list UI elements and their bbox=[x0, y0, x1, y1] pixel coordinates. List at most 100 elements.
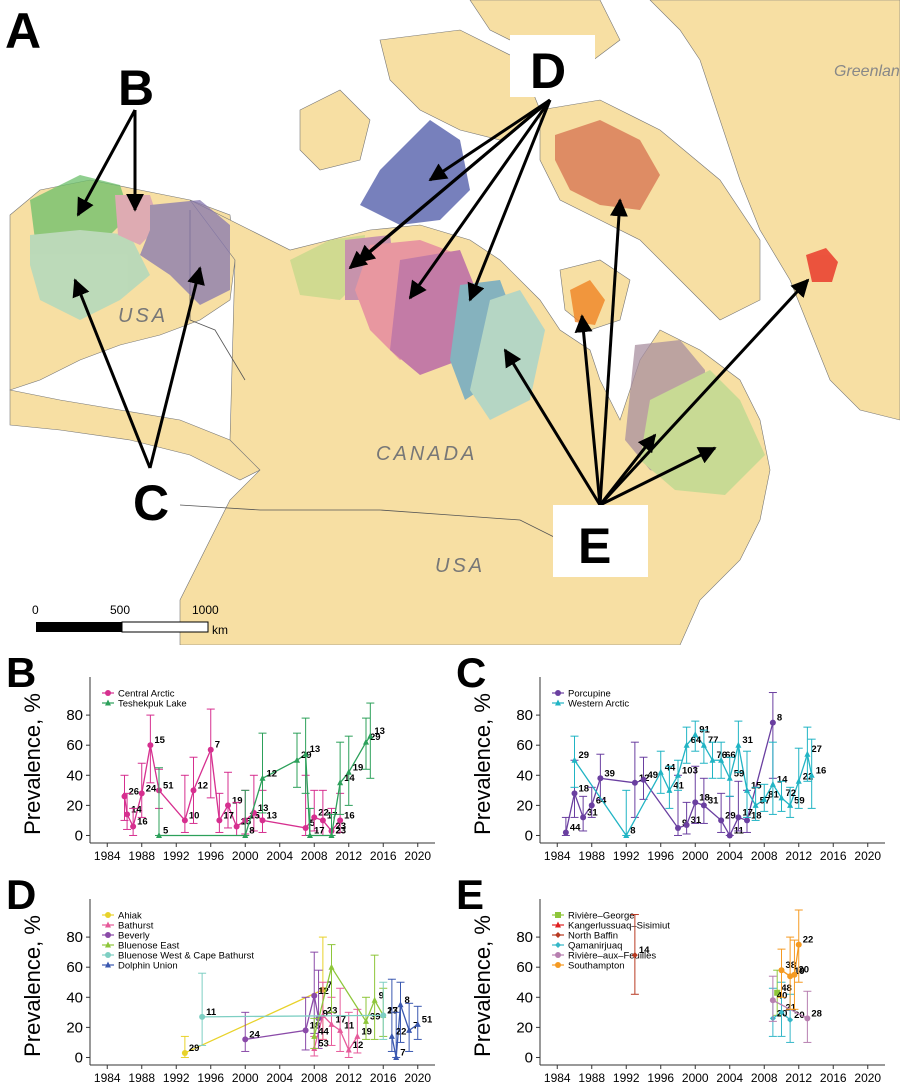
sample-size-label: 20 bbox=[798, 965, 809, 976]
series-beverly: 24 18 12 9 bbox=[241, 951, 329, 1052]
data-point bbox=[692, 799, 699, 806]
sample-size-label: 77 bbox=[708, 735, 719, 746]
sample-size-label: 11 bbox=[206, 1007, 217, 1018]
svg-text:km: km bbox=[212, 623, 228, 637]
chart-panel-b: B 0 20 40 60 80 1984 1988 1992 1996 2000 2004 2008 20… bbox=[6, 649, 435, 863]
sample-size-label: 72 bbox=[786, 788, 797, 799]
series-rivi-re-aux-feuilles: 40 28 bbox=[768, 975, 822, 1043]
sample-size-label: 12 bbox=[318, 986, 329, 997]
data-point bbox=[345, 1046, 352, 1053]
data-point bbox=[795, 777, 802, 784]
sample-size-label: 31 bbox=[587, 807, 598, 818]
sample-size-label: 53 bbox=[318, 1038, 329, 1049]
sample-size-label: 7 bbox=[215, 740, 220, 751]
data-point bbox=[233, 823, 240, 830]
data-point bbox=[190, 787, 197, 794]
data-point bbox=[752, 801, 759, 808]
sample-size-label: 16 bbox=[344, 810, 355, 821]
sample-size-label: 22 bbox=[803, 935, 814, 946]
sample-size-label: 64 bbox=[691, 735, 702, 746]
x-tick-label: 1992 bbox=[163, 849, 190, 863]
sample-size-label: 17 bbox=[327, 810, 338, 821]
sample-size-label: 18 bbox=[699, 792, 710, 803]
svg-text:500: 500 bbox=[110, 603, 130, 617]
sample-size-label: 44 bbox=[570, 822, 581, 833]
y-axis-label: Prevalence, % bbox=[20, 693, 45, 835]
range-kangerlussuaq bbox=[806, 248, 838, 282]
panel-letter-c: C bbox=[456, 649, 486, 696]
x-tick-label: 2012 bbox=[335, 1071, 362, 1085]
legend-label: Dolphin Union bbox=[118, 961, 178, 972]
data-point bbox=[406, 1026, 413, 1033]
sample-size-label: 15 bbox=[154, 735, 165, 746]
data-point bbox=[294, 756, 300, 763]
callout-b: B bbox=[118, 60, 154, 116]
range-porcupine bbox=[140, 200, 230, 305]
panel-letter-e: E bbox=[456, 871, 484, 918]
y-tick-label: 40 bbox=[516, 767, 533, 784]
sample-size-label: 15 bbox=[751, 780, 762, 791]
y-tick-label: 60 bbox=[66, 737, 83, 754]
sample-size-label: 29 bbox=[579, 750, 590, 761]
legend-label: Rivière–aux–Feuilles bbox=[568, 951, 656, 962]
canada-usa-border bbox=[179, 504, 561, 541]
series-line bbox=[565, 722, 774, 837]
data-point bbox=[242, 831, 249, 838]
sample-size-label: 22 bbox=[803, 771, 814, 782]
data-point bbox=[769, 780, 776, 787]
legend-marker bbox=[555, 932, 561, 938]
data-point bbox=[380, 1012, 387, 1019]
sample-size-label: 31 bbox=[708, 795, 719, 806]
sample-size-label: 18 bbox=[751, 810, 762, 821]
x-tick-label: 1996 bbox=[197, 849, 224, 863]
data-point bbox=[718, 817, 725, 824]
sample-size-label: 64 bbox=[596, 795, 607, 806]
legend-marker bbox=[555, 912, 561, 918]
data-point bbox=[337, 1026, 344, 1033]
x-tick-label: 2004 bbox=[716, 849, 743, 863]
callout-e: E bbox=[578, 518, 611, 574]
y-tick-label: 60 bbox=[66, 959, 83, 976]
series-north-baffin: 14 bbox=[630, 914, 650, 995]
x-tick-label: 1996 bbox=[647, 1071, 674, 1085]
data-point bbox=[181, 1049, 188, 1056]
legend-marker bbox=[555, 921, 561, 928]
map-panel-a: USA CANADA USA Greenland B C D E A 0 bbox=[5, 0, 900, 645]
data-point bbox=[735, 741, 742, 748]
sample-size-label: 13 bbox=[258, 803, 269, 814]
sample-size-label: 49 bbox=[648, 770, 659, 781]
data-point bbox=[778, 967, 785, 974]
data-point bbox=[744, 786, 750, 793]
data-point bbox=[363, 1017, 369, 1024]
sample-size-label: 13 bbox=[267, 810, 278, 821]
sample-size-label: 26 bbox=[129, 786, 140, 797]
sample-size-label: 18 bbox=[579, 783, 590, 794]
y-tick-label: 20 bbox=[66, 1019, 83, 1036]
legend-marker bbox=[105, 921, 111, 928]
data-point bbox=[571, 756, 578, 763]
sample-size-label: 20 bbox=[794, 1010, 805, 1021]
data-point bbox=[397, 1001, 404, 1008]
series-central-arctic: 26141624155110127171915151313522172316 bbox=[120, 708, 355, 836]
x-tick-label: 2020 bbox=[854, 1071, 881, 1085]
sample-size-label: 39 bbox=[370, 1011, 381, 1022]
data-point bbox=[414, 1020, 421, 1027]
data-point bbox=[692, 731, 699, 738]
sample-size-label: 7 bbox=[400, 1047, 405, 1058]
sample-size-label: 16 bbox=[816, 765, 827, 776]
y-axis-label: Prevalence, % bbox=[20, 915, 45, 1057]
y-tick-label: 60 bbox=[516, 959, 533, 976]
data-point bbox=[328, 831, 335, 838]
data-point bbox=[675, 824, 681, 831]
data-point bbox=[311, 1032, 318, 1039]
x-tick-label: 2008 bbox=[751, 849, 778, 863]
series-dolphin-union: 2278751 bbox=[387, 978, 433, 1060]
data-point bbox=[242, 1036, 249, 1043]
data-point bbox=[147, 742, 154, 749]
legend-marker bbox=[105, 941, 111, 948]
data-point bbox=[787, 1016, 794, 1023]
data-point bbox=[311, 992, 318, 999]
data-point bbox=[328, 963, 335, 970]
x-tick-label: 1988 bbox=[578, 1071, 605, 1085]
